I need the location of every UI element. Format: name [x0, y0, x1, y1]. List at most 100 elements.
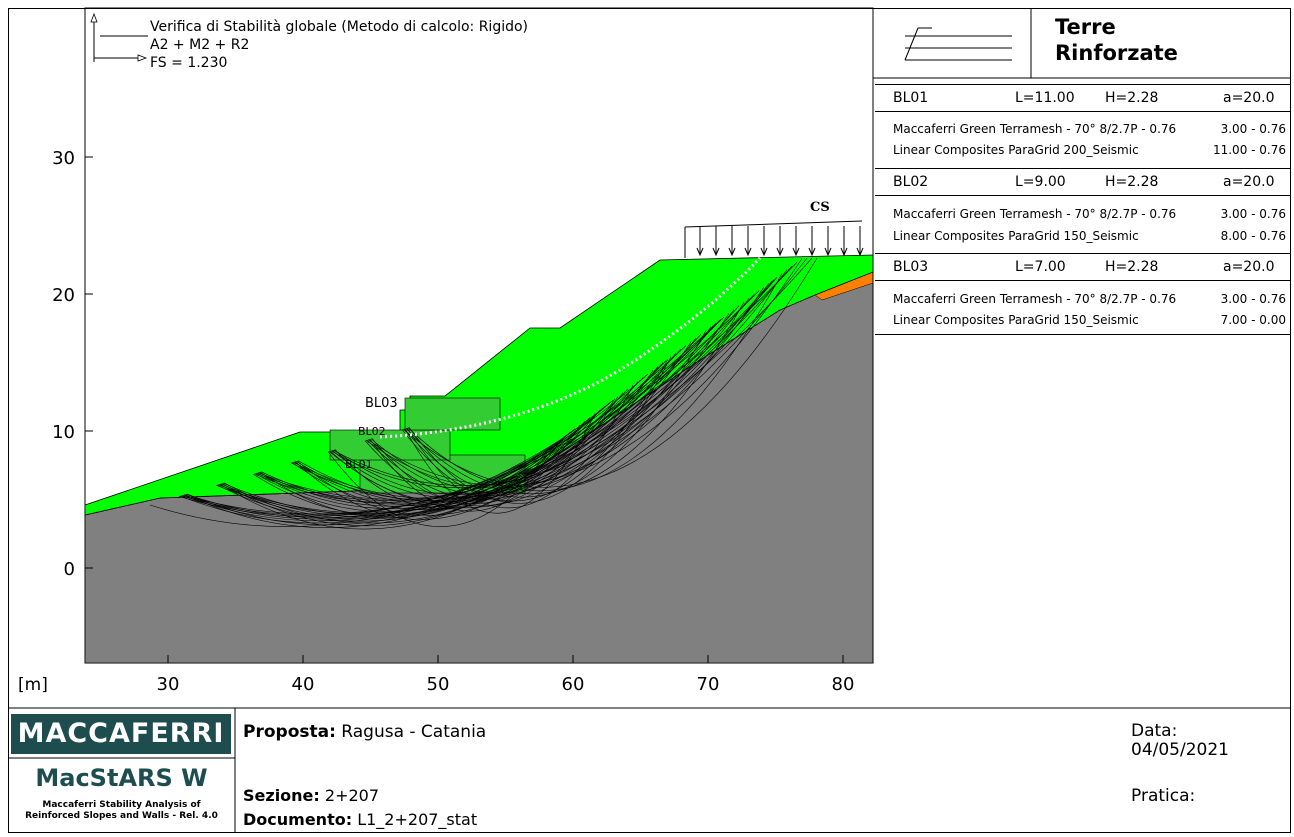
slip-arc	[404, 413, 596, 514]
block-name: BL03	[893, 259, 929, 275]
load-arrow-head	[744, 247, 752, 257]
slip-arc	[221, 388, 629, 527]
slip-arc	[406, 385, 634, 509]
x-tick-label: 30	[157, 674, 180, 695]
material-value: 7.00 - 0.00	[1220, 313, 1286, 327]
data-value: 04/05/2021	[1131, 740, 1229, 760]
slip-arc	[368, 341, 692, 496]
documento-label: Documento:	[243, 810, 353, 829]
load-arrow-head	[728, 247, 736, 257]
product-sub1: Maccaferri Stability Analysis of	[42, 800, 201, 810]
title-line-method: Verifica di Stabilità globale (Metodo di…	[150, 19, 529, 35]
slip-arc	[407, 273, 783, 491]
y-axis-ticks: 30 20 10 0	[52, 148, 93, 580]
slip-arc	[365, 286, 765, 489]
load-arrow-head	[840, 247, 848, 257]
slip-arc	[216, 362, 664, 522]
material-name: Linear Composites ParaGrid 200_Seismic	[893, 143, 1139, 157]
block-row-bl01: BL01 L=11.00 H=2.28 a=20.0	[875, 84, 1291, 112]
x-tick-label: 60	[562, 674, 585, 695]
reinforced-zone-bl02	[329, 429, 451, 461]
load-arrow-head	[792, 247, 800, 257]
x-axis-ticks: 30 40 50 60 70 80	[157, 655, 854, 695]
block-label-bl03: BL03	[365, 396, 398, 411]
load-arrow-head	[776, 247, 784, 257]
material-name: Maccaferri Green Terramesh - 70° 8/2.7P …	[893, 292, 1177, 306]
analysis-title: Verifica di Stabilità globale (Metodo di…	[150, 18, 528, 72]
slip-arc	[330, 298, 750, 488]
slip-arc	[295, 309, 735, 505]
proposta-value: Ragusa - Catania	[341, 722, 487, 742]
x-tick-label: 70	[697, 674, 720, 695]
material-name: Linear Composites ParaGrid 150_Seismic	[893, 229, 1139, 243]
legend-title: Terre Rinforzate	[1055, 14, 1178, 66]
y-tick-label: 20	[52, 285, 75, 306]
load-arrow-head	[760, 247, 768, 257]
material-value: 3.00 - 0.76	[1220, 292, 1286, 306]
documento-value: L1_2+207_stat	[357, 810, 478, 829]
block-table-bottom-rule	[875, 334, 1291, 335]
slip-arc	[405, 301, 745, 494]
material-value: 8.00 - 0.76	[1220, 229, 1286, 243]
slip-arc	[256, 377, 644, 509]
block-height: H=2.28	[1105, 90, 1159, 106]
slip-arc	[183, 345, 687, 520]
critical-slip-surface	[379, 256, 762, 439]
title-line-fs: FS = 1.230	[150, 55, 228, 71]
block-length: L=9.00	[1015, 174, 1066, 190]
product-subtitle: Maccaferri Stability Analysis of Reinfor…	[8, 800, 235, 822]
block-label-bl02: BL02	[358, 425, 386, 438]
load-arrow-head	[824, 247, 832, 257]
unit-label: [m]	[18, 675, 48, 695]
block-row-bl03: BL03 L=7.00 H=2.28 a=20.0	[875, 253, 1291, 281]
proposta-label: Proposta:	[243, 722, 336, 742]
material-name: Maccaferri Green Terramesh - 70° 8/2.7P …	[893, 122, 1177, 136]
proposta-field: Proposta: Ragusa - Catania	[243, 722, 486, 742]
block-label-bl01: BL01	[345, 458, 373, 471]
brand-logo: MACCAFERRI	[11, 714, 231, 754]
x-tick-label: 50	[427, 674, 450, 695]
slip-arc	[223, 360, 667, 524]
block-angle: a=20.0	[1223, 259, 1275, 275]
block-row-bl02: BL02 L=9.00 H=2.28 a=20.0	[875, 168, 1291, 196]
legend-title-line2: Rinforzate	[1055, 41, 1178, 65]
x-tick-label: 40	[292, 674, 315, 695]
load-label: CS	[810, 200, 830, 215]
documento-field: Documento: L1_2+207_stat	[243, 810, 477, 829]
sezione-field: Sezione: 2+207	[243, 786, 379, 805]
slip-arc	[292, 257, 808, 500]
material-value: 11.00 - 0.76	[1212, 143, 1286, 157]
data-label: Data:	[1131, 721, 1178, 741]
slip-arc	[401, 358, 669, 502]
y-tick-label: 10	[52, 422, 75, 443]
block-angle: a=20.0	[1223, 174, 1275, 190]
y-tick-label: 30	[52, 148, 75, 169]
slip-arc	[252, 434, 568, 516]
slip-arc	[332, 269, 788, 486]
slip-arc	[328, 326, 712, 509]
pratica-label: Pratica:	[1131, 786, 1196, 806]
block-name: BL02	[893, 174, 929, 190]
slip-arc	[331, 381, 639, 499]
terre-rinforzate-icon	[904, 27, 1012, 61]
block-length: L=11.00	[1015, 90, 1075, 106]
material-name: Maccaferri Green Terramesh - 70° 8/2.7P …	[893, 207, 1177, 221]
load-arrow-head	[696, 247, 704, 257]
block-height: H=2.28	[1105, 174, 1159, 190]
slip-arc	[290, 283, 770, 501]
material-name: Linear Composites ParaGrid 150_Seismic	[893, 313, 1139, 327]
slip-arc	[366, 370, 654, 500]
data-field: Data: 04/05/2021	[1131, 722, 1229, 760]
block-length: L=7.00	[1015, 259, 1066, 275]
load-arrow-head	[856, 247, 864, 257]
slip-arc	[296, 392, 624, 516]
title-line-combination: A2 + M2 + R2	[150, 37, 250, 53]
axis-arrow-icon	[90, 12, 148, 62]
slip-arc	[219, 417, 591, 530]
block-height: H=2.28	[1105, 259, 1159, 275]
load-arrow-head	[808, 247, 816, 257]
material-value: 3.00 - 0.76	[1220, 122, 1286, 136]
sezione-label: Sezione:	[243, 786, 320, 805]
product-name: MacStARS W	[35, 764, 208, 792]
